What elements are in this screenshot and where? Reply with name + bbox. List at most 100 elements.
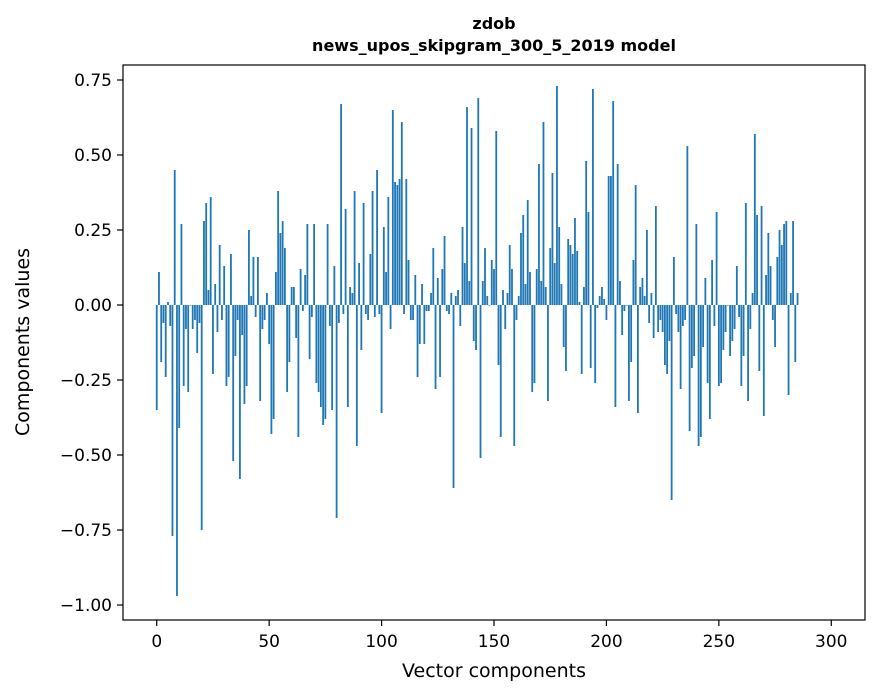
- bar: [304, 275, 307, 305]
- bar: [565, 305, 567, 371]
- bar: [241, 305, 244, 335]
- chart-title: zdob: [472, 14, 515, 33]
- bar: [598, 296, 601, 305]
- bar: [277, 191, 280, 305]
- bar: [340, 104, 342, 305]
- bar: [675, 305, 678, 314]
- bar: [697, 305, 700, 446]
- bar: [744, 203, 747, 305]
- bar: [513, 305, 516, 446]
- bar: [295, 305, 298, 338]
- bar: [616, 164, 619, 305]
- bar: [391, 110, 394, 305]
- bar: [439, 305, 441, 377]
- bar: [747, 305, 749, 401]
- bar: [373, 305, 376, 317]
- bar: [502, 290, 504, 305]
- bar: [207, 290, 210, 305]
- bar: [259, 305, 262, 401]
- bar: [643, 296, 646, 305]
- bar: [324, 305, 327, 419]
- bar: [592, 89, 594, 305]
- bar: [717, 305, 720, 386]
- bar: [672, 257, 675, 305]
- bar: [493, 269, 495, 305]
- bar: [351, 293, 354, 305]
- bar: [776, 257, 779, 305]
- bar: [412, 305, 414, 320]
- bar: [448, 305, 450, 314]
- bar: [189, 305, 192, 306]
- bar: [603, 299, 606, 305]
- bar: [301, 305, 304, 311]
- bar: [405, 179, 408, 305]
- bar: [191, 305, 194, 329]
- bar: [335, 305, 338, 518]
- bar: [583, 287, 585, 305]
- bar: [221, 305, 223, 320]
- bar: [180, 224, 183, 305]
- bar: [614, 305, 617, 407]
- bar: [313, 224, 316, 305]
- bar: [477, 98, 480, 305]
- bar: [434, 305, 437, 389]
- bar: [239, 305, 241, 479]
- bar: [292, 287, 295, 305]
- bar: [266, 293, 268, 305]
- bar: [762, 305, 765, 416]
- bar: [778, 230, 781, 305]
- bar: [637, 305, 639, 413]
- bar: [479, 305, 482, 458]
- bar: [270, 305, 273, 434]
- x-axis: 0 50 100 150 200 250 300: [151, 620, 847, 652]
- bar: [160, 305, 163, 362]
- bar: [360, 305, 363, 350]
- bar: [724, 305, 727, 332]
- bar: [605, 305, 608, 320]
- bar: [630, 305, 633, 362]
- bar: [245, 305, 248, 386]
- bar: [171, 305, 174, 536]
- bar: [711, 260, 713, 305]
- bar: [158, 272, 160, 305]
- bar: [396, 185, 399, 305]
- x-tick-label: 50: [258, 632, 280, 652]
- bar: [735, 266, 738, 305]
- bar: [290, 287, 293, 305]
- bar: [553, 263, 556, 305]
- y-axis: 0.75 0.50 0.25 0.00 −0.25 −0.50 −0.75 −1.00: [60, 71, 123, 616]
- bar: [263, 305, 266, 320]
- bar: [771, 305, 774, 320]
- bar: [209, 197, 212, 305]
- bar: [369, 254, 372, 305]
- bar: [679, 305, 682, 389]
- bar: [187, 305, 190, 392]
- bar: [506, 293, 509, 305]
- bar: [272, 305, 275, 419]
- bar: [430, 293, 432, 305]
- bar: [367, 305, 369, 320]
- bar: [427, 305, 430, 311]
- bar: [380, 305, 383, 413]
- bar: [783, 224, 785, 305]
- bar: [585, 161, 588, 305]
- bar: [306, 224, 309, 305]
- bar: [358, 263, 360, 305]
- y-tick-label: −0.75: [60, 521, 112, 541]
- bar: [704, 278, 707, 305]
- bar: [625, 305, 628, 306]
- bar: [214, 284, 217, 305]
- bar: [169, 305, 172, 326]
- bar: [230, 254, 232, 305]
- bar: [443, 236, 446, 305]
- bar: [628, 305, 630, 401]
- bar: [531, 305, 534, 392]
- bar: [227, 305, 230, 377]
- bar: [164, 305, 167, 377]
- bar: [385, 272, 387, 305]
- bar: [695, 224, 698, 305]
- bar: [661, 305, 664, 332]
- bar: [441, 269, 444, 305]
- bar: [663, 305, 666, 365]
